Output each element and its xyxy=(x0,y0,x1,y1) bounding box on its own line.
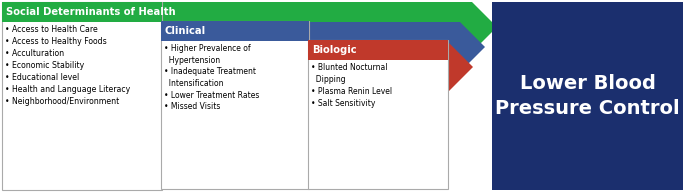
FancyBboxPatch shape xyxy=(161,21,309,41)
FancyBboxPatch shape xyxy=(308,40,448,60)
FancyBboxPatch shape xyxy=(2,2,162,190)
Polygon shape xyxy=(2,2,497,52)
FancyBboxPatch shape xyxy=(492,2,683,190)
Polygon shape xyxy=(305,42,473,92)
Polygon shape xyxy=(165,22,485,72)
FancyBboxPatch shape xyxy=(308,40,448,189)
Text: • Higher Prevalence of
  Hypertension
• Inadequate Treatment
  Intensification
•: • Higher Prevalence of Hypertension • In… xyxy=(164,44,260,111)
FancyBboxPatch shape xyxy=(2,2,162,22)
Text: • Access to Health Care
• Access to Healthy Foods
• Acculturation
• Economic Sta: • Access to Health Care • Access to Heal… xyxy=(5,25,130,106)
Text: Clinical: Clinical xyxy=(165,26,206,36)
Text: Social Determinants of Health: Social Determinants of Health xyxy=(6,7,175,17)
FancyBboxPatch shape xyxy=(161,21,309,189)
Text: • Blunted Nocturnal
  Dipping
• Plasma Renin Level
• Salt Sensitivity: • Blunted Nocturnal Dipping • Plasma Ren… xyxy=(311,63,392,108)
Text: Lower Blood
Pressure Control: Lower Blood Pressure Control xyxy=(495,74,680,118)
Text: Biologic: Biologic xyxy=(312,45,357,55)
